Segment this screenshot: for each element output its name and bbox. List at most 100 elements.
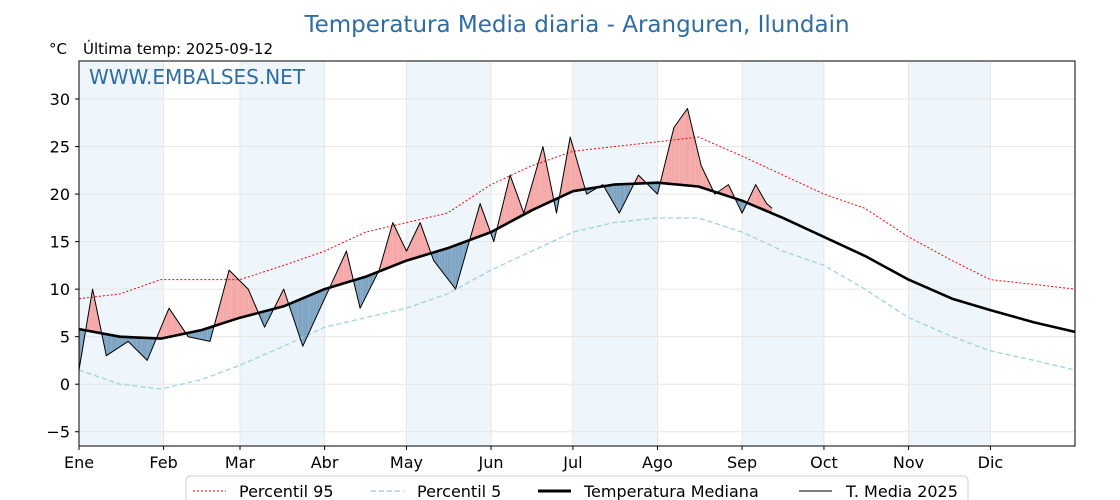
watermark: WWW.EMBALSES.NET xyxy=(89,65,306,89)
fill-above-median xyxy=(701,165,704,189)
fill-above-median xyxy=(668,138,672,184)
legend-label-p95: Percentil 95 xyxy=(239,482,334,500)
fill-above-median xyxy=(570,137,573,193)
fill-above-median xyxy=(245,286,249,317)
fill-above-median xyxy=(750,190,753,206)
fill-below-median xyxy=(739,199,743,214)
x-tick-label: Dic xyxy=(978,453,1004,472)
fill-above-median xyxy=(515,190,519,219)
fill-above-median xyxy=(223,280,227,323)
plot-area xyxy=(78,60,1076,447)
fill-above-median xyxy=(499,208,502,228)
fill-below-median xyxy=(267,309,270,322)
month-shading xyxy=(79,61,991,446)
fill-below-median xyxy=(261,311,265,328)
fill-above-median xyxy=(417,222,421,258)
fill-below-median xyxy=(122,336,126,345)
legend: Percentil 95 Percentil 5 Temperatura Med… xyxy=(185,475,969,500)
fill-below-median xyxy=(144,337,148,361)
x-tick-label: Ene xyxy=(64,453,94,472)
fill-below-median xyxy=(627,183,631,197)
fill-below-median xyxy=(613,184,617,209)
x-tick-label: Sep xyxy=(727,453,757,472)
x-axis: Ene Feb Mar Abr May Jun Jul Ago Sep Oct Nov Dic xyxy=(64,446,1003,472)
fill-above-median xyxy=(95,302,99,333)
fill-above-median xyxy=(411,234,415,259)
fill-above-median xyxy=(512,182,516,221)
fill-above-median xyxy=(548,173,552,203)
fill-below-median xyxy=(111,335,115,353)
legend-label-current: T. Media 2025 xyxy=(845,482,958,500)
fill-above-median xyxy=(278,294,281,308)
x-tick-label: Ago xyxy=(642,453,673,472)
fill-below-median xyxy=(365,275,369,298)
fill-above-median xyxy=(510,175,513,222)
month-shade xyxy=(572,61,658,446)
fill-below-median xyxy=(360,277,363,309)
y-tick-label: 15 xyxy=(50,233,70,252)
legend-label-p5: Percentil 5 xyxy=(417,482,501,500)
fill-above-median xyxy=(406,245,410,261)
fill-above-median xyxy=(763,198,767,211)
x-tick-label: Nov xyxy=(893,453,924,472)
fill-above-median xyxy=(682,112,685,186)
fill-below-median xyxy=(139,337,142,355)
fill-above-median xyxy=(240,281,243,318)
fill-above-median xyxy=(671,127,674,185)
fill-above-median xyxy=(502,197,505,227)
fill-below-median xyxy=(608,185,612,199)
y-tick-label: 0 xyxy=(60,375,70,394)
fill-above-median xyxy=(753,184,756,207)
fill-below-median xyxy=(308,294,311,335)
fill-above-median xyxy=(755,184,759,208)
fill-above-median xyxy=(180,324,183,335)
fill-above-median xyxy=(234,275,238,320)
fill-above-median xyxy=(698,154,702,188)
fill-below-median xyxy=(362,276,366,303)
fill-above-median xyxy=(695,142,699,187)
fill-below-median xyxy=(444,248,448,279)
fill-below-median xyxy=(742,200,745,214)
fill-below-median xyxy=(450,246,453,286)
fill-above-median xyxy=(485,218,489,235)
fill-below-median xyxy=(79,329,82,370)
fill-below-median xyxy=(611,184,614,204)
fill-below-median xyxy=(302,297,306,347)
fill-above-median xyxy=(343,251,347,284)
fill-above-median xyxy=(673,123,677,185)
fill-above-median xyxy=(693,131,696,187)
fill-above-median xyxy=(540,146,543,207)
y-axis: −5 0 5 10 15 20 25 30 xyxy=(46,90,79,442)
fill-below-median xyxy=(193,331,197,339)
chart-title: Temperatura Media diaria - Aranguren, Il… xyxy=(303,12,849,38)
fill-below-median xyxy=(201,329,205,341)
fill-above-median xyxy=(242,283,246,317)
fill-above-median xyxy=(758,189,762,209)
fill-above-median xyxy=(229,270,232,322)
fill-below-median xyxy=(455,244,459,290)
fill-below-median xyxy=(447,247,451,282)
fill-below-median xyxy=(305,296,309,341)
fill-above-median xyxy=(253,301,257,315)
fill-above-median xyxy=(403,245,407,262)
fill-above-median xyxy=(335,268,339,286)
fill-above-median xyxy=(518,197,522,218)
fill-below-median xyxy=(119,336,123,347)
fill-above-median xyxy=(395,228,399,265)
grid xyxy=(78,61,1075,446)
x-tick-label: Oct xyxy=(810,453,838,472)
legend-box xyxy=(185,475,969,500)
fill-above-median xyxy=(332,274,336,287)
x-tick-label: Feb xyxy=(149,453,177,472)
fill-above-median xyxy=(706,177,710,190)
fill-below-median xyxy=(109,334,112,354)
fill-above-median xyxy=(676,119,680,185)
fill-below-median xyxy=(141,337,145,358)
fill-above-median xyxy=(160,321,164,339)
y-tick-label: −5 xyxy=(46,423,70,442)
fill-above-median xyxy=(283,289,287,307)
fill-above-median xyxy=(526,194,530,214)
fill-above-median xyxy=(480,203,483,237)
x-tick-label: May xyxy=(390,453,423,472)
